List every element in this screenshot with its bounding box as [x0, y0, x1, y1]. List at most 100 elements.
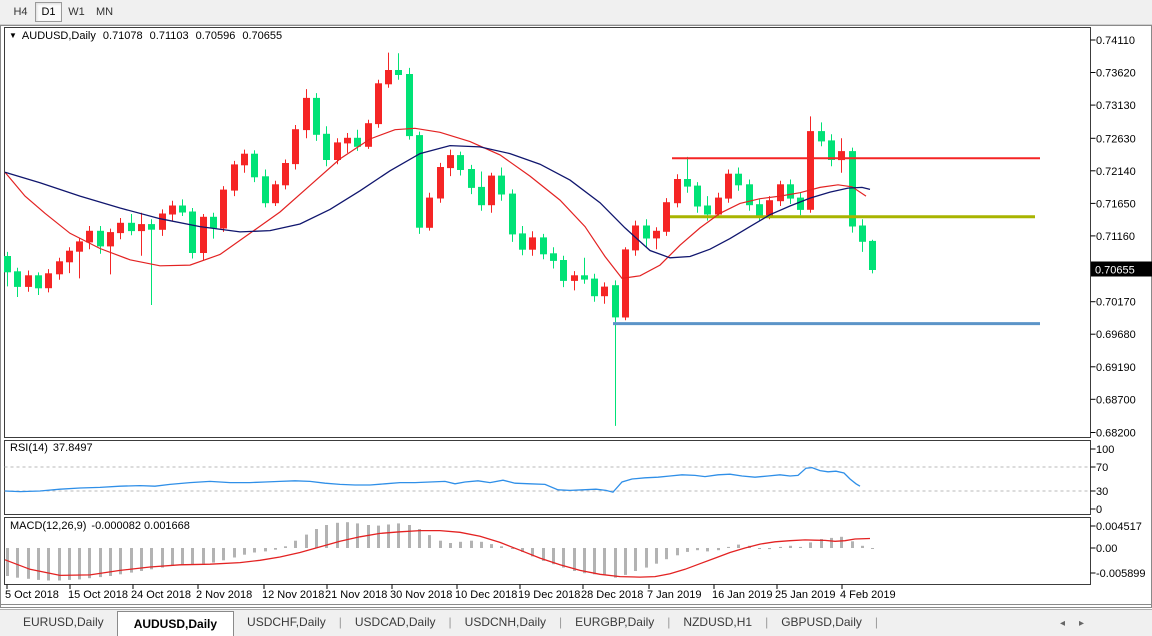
tab-separator: |: [765, 615, 769, 629]
macd-bar: [830, 537, 833, 548]
price-axis-label: 0.68700: [1096, 394, 1136, 406]
price-axis-label: 0.71650: [1096, 198, 1136, 210]
candle-body: [262, 176, 269, 204]
macd-values: -0.000082 0.001668: [91, 520, 190, 532]
date-axis-label: 21 Nov 2018: [325, 589, 387, 601]
tab-eurgbp-daily[interactable]: EURGBP,Daily: [575, 615, 655, 629]
candle-body: [220, 189, 227, 229]
tab-scroll-arrows: ◂ ▸: [1060, 610, 1084, 636]
price-axis-label: 0.71160: [1096, 231, 1135, 243]
candle-body: [766, 200, 773, 216]
candle-body: [746, 184, 753, 206]
macd-name: MACD(12,26,9): [10, 520, 87, 532]
macd-bar: [397, 523, 400, 548]
tab-usdchf-daily[interactable]: USDCHF,Daily: [247, 615, 326, 629]
tab-nzdusd-h1[interactable]: NZDUSD,H1: [683, 615, 753, 629]
candle-body: [107, 232, 114, 247]
tab-usdcnh-daily[interactable]: USDCNH,Daily: [464, 615, 547, 629]
macd-bar: [119, 548, 122, 575]
candle-body: [457, 155, 464, 171]
macd-bar: [706, 548, 709, 552]
date-axis-label: 19 Dec 2018: [518, 589, 580, 601]
macd-bar: [6, 548, 9, 576]
macd-bar: [284, 546, 287, 548]
macd-bar: [37, 548, 40, 580]
candle-body: [86, 230, 93, 243]
macd-bar: [665, 548, 668, 560]
macd-bar: [851, 541, 854, 548]
macd-bar: [645, 548, 648, 568]
candle-body: [468, 169, 475, 188]
macd-bar: [490, 544, 493, 548]
candle-body: [14, 271, 21, 287]
price-axis-label: 0.72140: [1096, 166, 1136, 178]
price-axis-label: 0.72630: [1096, 133, 1136, 145]
timeframe-button-mn[interactable]: MN: [95, 6, 114, 18]
macd-bar: [294, 540, 297, 548]
candle-body: [354, 137, 361, 147]
candle-body: [97, 230, 104, 247]
candle-body: [715, 197, 722, 215]
candle-body: [56, 261, 63, 275]
candle-body: [395, 70, 402, 75]
macd-bar: [264, 548, 267, 552]
macd-bar: [325, 525, 328, 548]
macd-bar: [583, 548, 586, 574]
candle-body: [45, 273, 52, 289]
candle-body: [735, 173, 742, 186]
macd-bar: [16, 548, 19, 578]
tab-gbpusd-daily[interactable]: GBPUSD,Daily: [781, 615, 862, 629]
tab-usdcad-daily[interactable]: USDCAD,Daily: [354, 615, 436, 629]
candle-body: [148, 224, 155, 230]
macd-axis-label: 0.004517: [1096, 521, 1142, 533]
price-axis-label: 0.69680: [1096, 329, 1136, 341]
candle-body: [498, 175, 505, 195]
macd-bar: [470, 540, 473, 548]
macd-bar: [768, 548, 771, 550]
tab-scroll-left-icon[interactable]: ◂: [1059, 617, 1065, 629]
macd-bar: [603, 548, 606, 575]
macd-bar: [161, 548, 164, 568]
tab-separator: |: [338, 615, 342, 629]
candle-body: [529, 237, 536, 250]
timeframe-button-h4[interactable]: H4: [13, 6, 28, 18]
candle-body: [179, 205, 186, 213]
macd-bar: [171, 548, 174, 566]
macd-bar: [758, 548, 761, 549]
candle-body: [406, 74, 413, 137]
macd-bar: [593, 548, 596, 575]
tab-separator: |: [559, 615, 563, 629]
macd-bar: [202, 548, 205, 564]
ohlc-close: 0.70655: [242, 30, 283, 42]
tab-audusd-daily[interactable]: AUDUSD,Daily: [116, 611, 235, 636]
timeframe-button-d1[interactable]: D1: [35, 2, 62, 22]
macd-bar: [500, 546, 503, 548]
chart-window-background: [0, 25, 1152, 608]
candle-body: [251, 153, 258, 178]
macd-bar: [68, 548, 71, 580]
candle-body: [519, 233, 526, 250]
candle-body: [282, 163, 289, 186]
macd-plot-frame[interactable]: [4, 517, 1091, 585]
candle-body: [25, 275, 32, 287]
candle-body: [674, 179, 681, 204]
tab-eurusd-daily[interactable]: EURUSD,Daily: [23, 615, 104, 629]
candle-body: [334, 142, 341, 160]
macd-bar: [233, 548, 236, 558]
tab-scroll-right-icon[interactable]: ▸: [1078, 617, 1084, 629]
rsi-axis-label: 30: [1096, 486, 1108, 498]
candle-body: [807, 131, 814, 210]
rsi-plot-frame[interactable]: [4, 440, 1091, 515]
macd-bar: [696, 548, 699, 551]
candle-body: [4, 256, 11, 273]
candle-body: [478, 186, 485, 206]
date-axis: 5 Oct 2018 15 Oct 2018 24 Oct 2018 2 Nov 20…: [5, 584, 896, 601]
macd-bar: [480, 541, 483, 548]
symbol-dropdown-icon[interactable]: ▼: [9, 31, 17, 40]
date-axis-label: 24 Oct 2018: [131, 589, 191, 601]
timeframe-button-w1[interactable]: W1: [68, 6, 85, 18]
macd-bar: [459, 541, 462, 548]
macd-bar: [150, 548, 153, 570]
main-plot-frame[interactable]: [4, 27, 1091, 438]
